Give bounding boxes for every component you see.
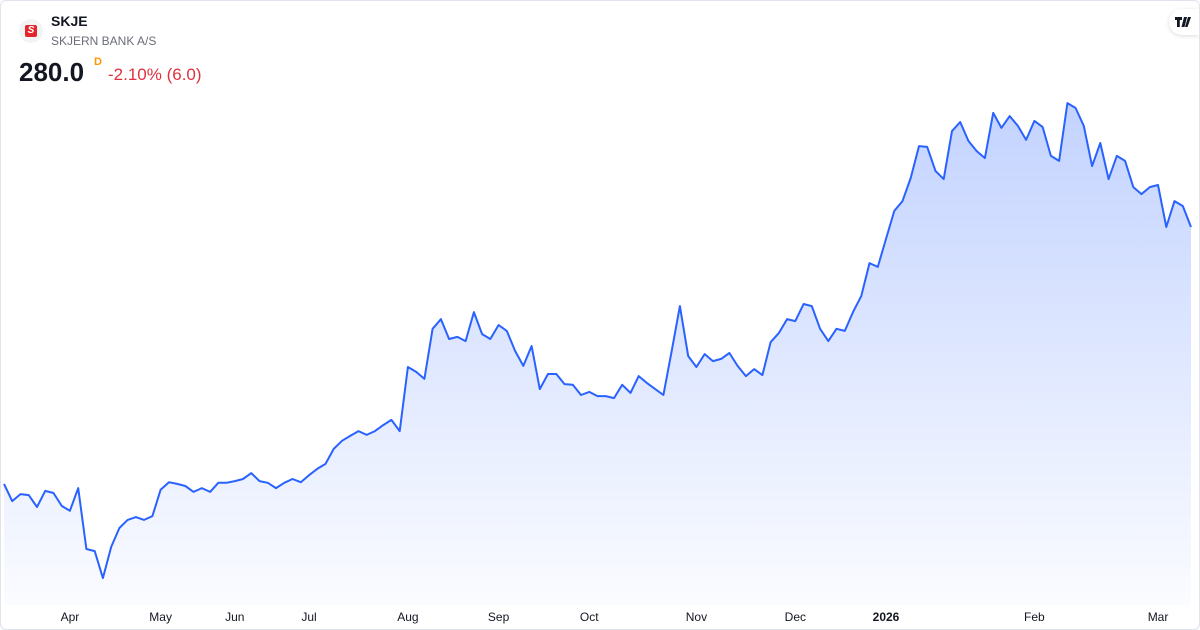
symbol: SKJE [51, 13, 88, 29]
logo: S [19, 19, 43, 43]
x-tick-label: Aug [397, 610, 418, 624]
company-name: SKJERN BANK A/S [51, 34, 157, 48]
x-tick-label: Oct [580, 610, 599, 624]
x-tick-label: Nov [686, 610, 707, 624]
x-tick-label: May [149, 610, 172, 624]
area-fill [4, 103, 1191, 605]
tv-logo-icon [1175, 17, 1191, 27]
x-tick-label: Jun [225, 610, 244, 624]
tv-logo[interactable] [1169, 9, 1199, 35]
x-tick-label: Dec [785, 610, 806, 624]
x-tick-label: 2026 [873, 610, 900, 624]
price: 280.0 [19, 57, 85, 87]
x-tick-label: Mar [1148, 610, 1169, 624]
price-line [3, 102, 1192, 580]
change: -2.10% (6.0) [108, 65, 202, 84]
x-tick-label: Apr [61, 610, 80, 624]
interval: D [94, 56, 102, 68]
x-tick-label: Feb [1024, 610, 1045, 624]
x-tick-label: Sep [488, 610, 510, 624]
x-tick-label: Jul [301, 610, 316, 624]
